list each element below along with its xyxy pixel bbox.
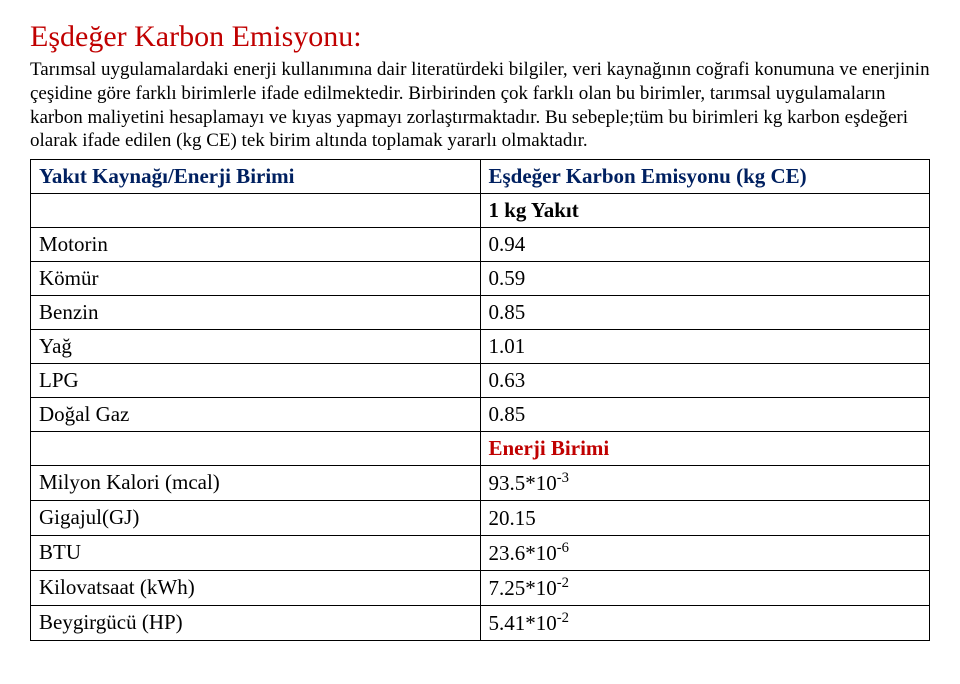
- table-row: Doğal Gaz 0.85: [31, 398, 930, 432]
- cell-label: Benzin: [31, 296, 481, 330]
- header-right: Eşdeğer Karbon Emisyonu (kg CE): [480, 160, 930, 194]
- cell-value: 93.5*10-3: [480, 466, 930, 501]
- intro-paragraph: Tarımsal uygulamalardaki enerji kullanım…: [30, 58, 930, 153]
- cell-label: Kilovatsaat (kWh): [31, 571, 481, 606]
- value-base: 93.5*10: [489, 471, 557, 495]
- value-base: 23.6*10: [489, 541, 557, 565]
- cell-value: 0.59: [480, 262, 930, 296]
- value-exp: -2: [557, 610, 569, 626]
- table-row: Benzin 0.85: [31, 296, 930, 330]
- subheader-energy: Enerji Birimi: [480, 432, 930, 466]
- cell-label: BTU: [31, 536, 481, 571]
- value-base: 7.25*10: [489, 576, 557, 600]
- table-header-row: Yakıt Kaynağı/Enerji Birimi Eşdeğer Karb…: [31, 160, 930, 194]
- cell-value: 1.01: [480, 330, 930, 364]
- table-row: Kömür 0.59: [31, 262, 930, 296]
- cell-label: LPG: [31, 364, 481, 398]
- value-base: 20.15: [489, 506, 536, 530]
- subheader-empty: [31, 194, 481, 228]
- cell-value: 5.41*10-2: [480, 606, 930, 641]
- cell-value: 0.94: [480, 228, 930, 262]
- value-exp: -3: [557, 470, 569, 486]
- table-subheader-row: Enerji Birimi: [31, 432, 930, 466]
- header-left: Yakıt Kaynağı/Enerji Birimi: [31, 160, 481, 194]
- table-subheader-row: 1 kg Yakıt: [31, 194, 930, 228]
- cell-label: Kömür: [31, 262, 481, 296]
- table-row: BTU 23.6*10-6: [31, 536, 930, 571]
- page-title: Eşdeğer Karbon Emisyonu:: [30, 20, 930, 54]
- cell-value: 0.63: [480, 364, 930, 398]
- cell-value: 20.15: [480, 501, 930, 536]
- table-row: Motorin 0.94: [31, 228, 930, 262]
- table-row: Gigajul(GJ) 20.15: [31, 501, 930, 536]
- table-row: Kilovatsaat (kWh) 7.25*10-2: [31, 571, 930, 606]
- emission-table: Yakıt Kaynağı/Enerji Birimi Eşdeğer Karb…: [30, 159, 930, 641]
- cell-label: Milyon Kalori (mcal): [31, 466, 481, 501]
- value-base: 5.41*10: [489, 611, 557, 635]
- cell-label: Beygirgücü (HP): [31, 606, 481, 641]
- value-exp: -6: [557, 540, 569, 556]
- value-exp: -2: [557, 575, 569, 591]
- cell-value: 0.85: [480, 398, 930, 432]
- cell-value: 0.85: [480, 296, 930, 330]
- subheader-empty: [31, 432, 481, 466]
- cell-value: 23.6*10-6: [480, 536, 930, 571]
- table-row: Yağ 1.01: [31, 330, 930, 364]
- table-row: LPG 0.63: [31, 364, 930, 398]
- table-row: Milyon Kalori (mcal) 93.5*10-3: [31, 466, 930, 501]
- cell-value: 7.25*10-2: [480, 571, 930, 606]
- cell-label: Motorin: [31, 228, 481, 262]
- subheader-fuel: 1 kg Yakıt: [480, 194, 930, 228]
- cell-label: Gigajul(GJ): [31, 501, 481, 536]
- table-row: Beygirgücü (HP) 5.41*10-2: [31, 606, 930, 641]
- cell-label: Doğal Gaz: [31, 398, 481, 432]
- cell-label: Yağ: [31, 330, 481, 364]
